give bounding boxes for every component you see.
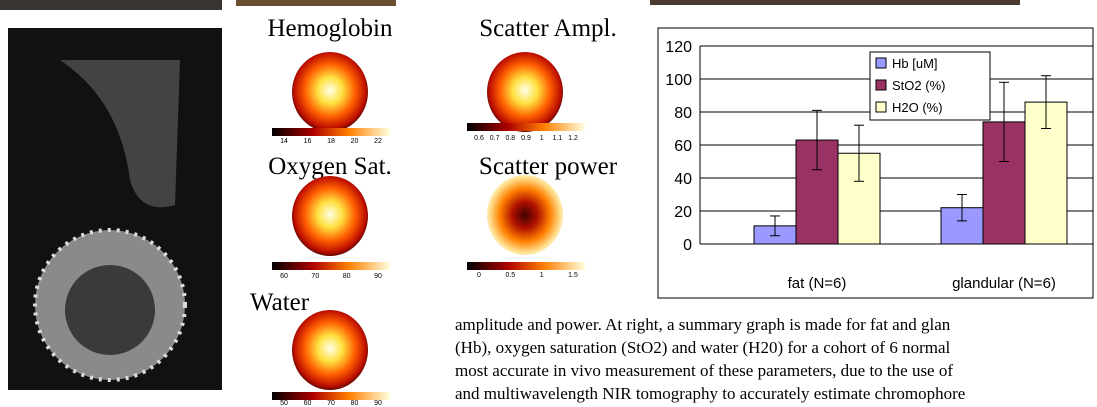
colorbar-tick-label: 70	[311, 273, 319, 280]
y-tick-label: 20	[674, 204, 692, 221]
colorbar-tick-label: 70	[327, 400, 335, 407]
photo-strip	[650, 0, 1020, 5]
legend-label: H2O (%)	[892, 100, 943, 115]
y-tick-label: 80	[674, 105, 692, 122]
legend-swatch	[875, 57, 887, 69]
heatmap	[292, 52, 368, 132]
error-bar	[812, 109, 822, 171]
y-tick-label: 120	[665, 39, 692, 56]
colorbar-tick-label: 80	[343, 273, 351, 280]
colorbar-tick-label: 0.8	[505, 135, 515, 142]
caption-line: most accurate in vivo measurement of the…	[455, 361, 953, 380]
colorbar-tick-label: 0.9	[521, 135, 531, 142]
x-tick-label: fat (N=6)	[788, 275, 847, 292]
legend-swatch	[875, 101, 887, 113]
mri-axial-core	[65, 265, 155, 355]
heatmap	[487, 175, 563, 255]
y-tick-label: 100	[665, 72, 692, 89]
colorbar-tick-label: 90	[374, 273, 382, 280]
colorbar	[272, 128, 390, 136]
caption-line: amplitude and power. At right, a summary…	[455, 315, 951, 334]
colorbar-tick-label: 14	[280, 138, 288, 145]
colorbar-tick-label: 90	[374, 400, 382, 407]
colorbar	[272, 392, 390, 400]
colorbar-tick-label: 1.1	[552, 135, 562, 142]
error-bar	[1041, 75, 1051, 129]
y-tick-label: 40	[674, 171, 692, 188]
colorbar-tick-label: 1.2	[568, 135, 578, 142]
error-bar	[999, 81, 1009, 162]
colorbar	[467, 262, 585, 270]
colorbar-tick-label: 20	[351, 138, 359, 145]
photo-strip	[236, 0, 396, 6]
heatmap	[292, 176, 368, 256]
colorbar	[272, 262, 390, 270]
y-tick-label: 0	[683, 237, 692, 254]
photo-strip	[0, 0, 222, 10]
caption-line: and multiwavelength NIR tomography to ac…	[455, 384, 965, 403]
legend-swatch	[875, 79, 887, 91]
colorbar-tick-label: 0	[477, 272, 481, 279]
colorbar-tick-label: 1	[540, 135, 544, 142]
error-bar	[957, 194, 967, 222]
legend-box	[869, 51, 991, 121]
colorbar-tick-label: 80	[351, 400, 359, 407]
heatmap	[292, 310, 368, 390]
colorbar	[467, 123, 585, 131]
panel-label: Hemoglobin	[268, 15, 393, 42]
colorbar-tick-label: 0.7	[490, 135, 500, 142]
error-bar	[854, 124, 864, 182]
legend-label: StO2 (%)	[892, 78, 945, 93]
heatmap	[487, 52, 563, 132]
panel-label: Scatter power	[479, 153, 618, 180]
panel-label: Oxygen Sat.	[268, 153, 392, 180]
panel-label: Water	[250, 289, 310, 316]
error-bar	[770, 215, 780, 237]
colorbar-tick-label: 22	[374, 138, 382, 145]
colorbar-tick-label: 60	[280, 273, 288, 280]
y-tick-label: 60	[674, 138, 692, 155]
legend-label: Hb [uM]	[892, 56, 938, 71]
x-tick-label: glandular (N=6)	[952, 275, 1056, 292]
colorbar-tick-label: 1	[540, 272, 544, 279]
mri-sagittal	[60, 60, 180, 208]
colorbar-tick-label: 50	[280, 400, 288, 407]
colorbar-tick-label: 1.5	[568, 272, 578, 279]
colorbar-tick-label: 0.5	[505, 272, 515, 279]
colorbar-tick-label: 0.6	[474, 135, 484, 142]
caption-line: (Hb), oxygen saturation (StO2) and water…	[455, 338, 950, 357]
panel-label: Scatter Ampl.	[479, 15, 616, 42]
colorbar-tick-label: 60	[304, 400, 312, 407]
colorbar-tick-label: 16	[304, 138, 312, 145]
colorbar-tick-label: 18	[327, 138, 335, 145]
